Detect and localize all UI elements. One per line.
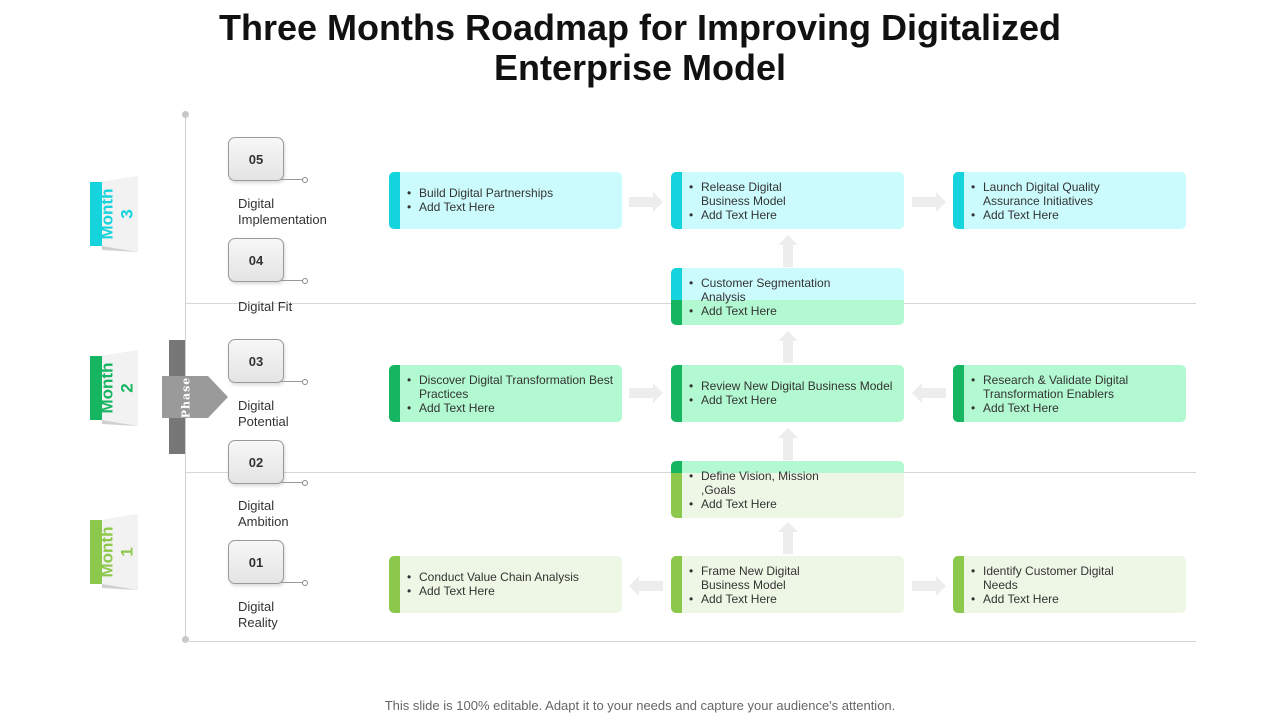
step-01-label: Digital Reality (238, 599, 278, 630)
box-release-digital-business-model: Release Digital Business ModelAdd Text H… (671, 172, 904, 229)
box-item: Add Text Here (689, 497, 901, 511)
step-03-knob (302, 379, 308, 385)
box-item: Add Text Here (971, 208, 1183, 222)
step-02-badge: 02 (228, 440, 284, 484)
box-item: Add Text Here (689, 592, 901, 606)
box-customer-segmentation: Customer Segmentation AnalysisAdd Text H… (671, 268, 904, 325)
arrow-up-icon (778, 428, 798, 460)
box-item: Frame New Digital Business Model (689, 564, 821, 592)
axis-top-dot (182, 111, 189, 118)
step-02-knob (302, 480, 308, 486)
box-item: Research & Validate Digital Transformati… (971, 373, 1143, 401)
box-item: Conduct Value Chain Analysis (407, 570, 619, 584)
slide-title: Three Months Roadmap for Improving Digit… (0, 8, 1280, 88)
month-2-label: Month 2 (97, 362, 137, 414)
box-item: Add Text Here (407, 200, 619, 214)
box-item: Add Text Here (689, 304, 901, 318)
box-item: Discover Digital Transformation Best Pra… (407, 373, 619, 401)
month-1-tab: Month 1 (90, 514, 138, 590)
box-build-digital-partnerships: Build Digital PartnershipsAdd Text Here (389, 172, 622, 229)
step-05-label: Digital Implementation (238, 196, 327, 227)
step-03-badge: 03 (228, 339, 284, 383)
step-03-connector (281, 381, 304, 382)
month-3-label: Month 3 (97, 188, 137, 240)
arrow-left-icon (912, 383, 946, 403)
box-item: Add Text Here (689, 393, 901, 407)
box-frame-new-business-model: Frame New Digital Business ModelAdd Text… (671, 556, 904, 613)
step-04-label: Digital Fit (238, 299, 293, 314)
phase-arrow-shape (162, 376, 228, 418)
box-review-business-model: Review New Digital Business ModelAdd Tex… (671, 365, 904, 422)
box-research-validate-enablers: Research & Validate Digital Transformati… (953, 365, 1186, 422)
baseline (185, 641, 1196, 642)
box-item: Add Text Here (971, 592, 1183, 606)
title-line-1: Three Months Roadmap for Improving Digit… (218, 7, 1062, 48)
month-2-tab: Month 2 (90, 350, 138, 426)
axis-bottom-dot (182, 636, 189, 643)
step-01-badge: 01 (228, 540, 284, 584)
box-item: Define Vision, Mission ,Goals (689, 469, 831, 497)
box-item: Add Text Here (971, 401, 1183, 415)
box-discover-best-practices: Discover Digital Transformation Best Pra… (389, 365, 622, 422)
arrow-right-icon (629, 383, 663, 403)
step-02-connector (281, 482, 304, 483)
box-item: Add Text Here (407, 401, 619, 415)
step-03-label: Digital Potential (238, 398, 289, 429)
month-3-tab-shape (90, 176, 138, 252)
month-1-tab-shape (90, 514, 138, 590)
arrow-right-icon (629, 192, 663, 212)
box-item: Add Text Here (407, 584, 619, 598)
arrow-up-icon (778, 522, 798, 554)
box-launch-digital-quality: Launch Digital Quality Assurance Initiat… (953, 172, 1186, 229)
slide-footer: This slide is 100% editable. Adapt it to… (384, 698, 896, 713)
title-line-2: Enterprise Model (493, 47, 787, 88)
step-04-badge: 04 (228, 238, 284, 282)
step-05-badge: 05 (228, 137, 284, 181)
box-item: Customer Segmentation Analysis (689, 276, 851, 304)
month-3-tab: Month 3 (90, 176, 138, 252)
month-2-tab-shape (90, 350, 138, 426)
box-identify-customer-needs: Identify Customer Digital NeedsAdd Text … (953, 556, 1186, 613)
arrow-right-icon (912, 576, 946, 596)
arrow-right-icon (912, 192, 946, 212)
box-define-vision-mission: Define Vision, Mission ,GoalsAdd Text He… (671, 461, 904, 518)
box-item: Review New Digital Business Model (689, 379, 901, 393)
step-02-label: Digital Ambition (238, 498, 289, 529)
box-conduct-value-chain: Conduct Value Chain AnalysisAdd Text Her… (389, 556, 622, 613)
arrow-up-icon (778, 331, 798, 363)
arrow-up-icon (778, 235, 798, 267)
step-01-connector (281, 582, 304, 583)
step-04-connector (281, 280, 304, 281)
phase-label: Phase (179, 376, 193, 418)
step-04-knob (302, 278, 308, 284)
step-01-knob (302, 580, 308, 586)
arrow-left-icon (629, 576, 663, 596)
box-item: Identify Customer Digital Needs (971, 564, 1133, 592)
box-item: Add Text Here (689, 208, 901, 222)
box-item: Launch Digital Quality Assurance Initiat… (971, 180, 1123, 208)
box-item: Release Digital Business Model (689, 180, 831, 208)
month-1-label: Month 1 (97, 526, 137, 578)
step-05-knob (302, 177, 308, 183)
step-05-connector (281, 179, 304, 180)
box-item: Build Digital Partnerships (407, 186, 619, 200)
